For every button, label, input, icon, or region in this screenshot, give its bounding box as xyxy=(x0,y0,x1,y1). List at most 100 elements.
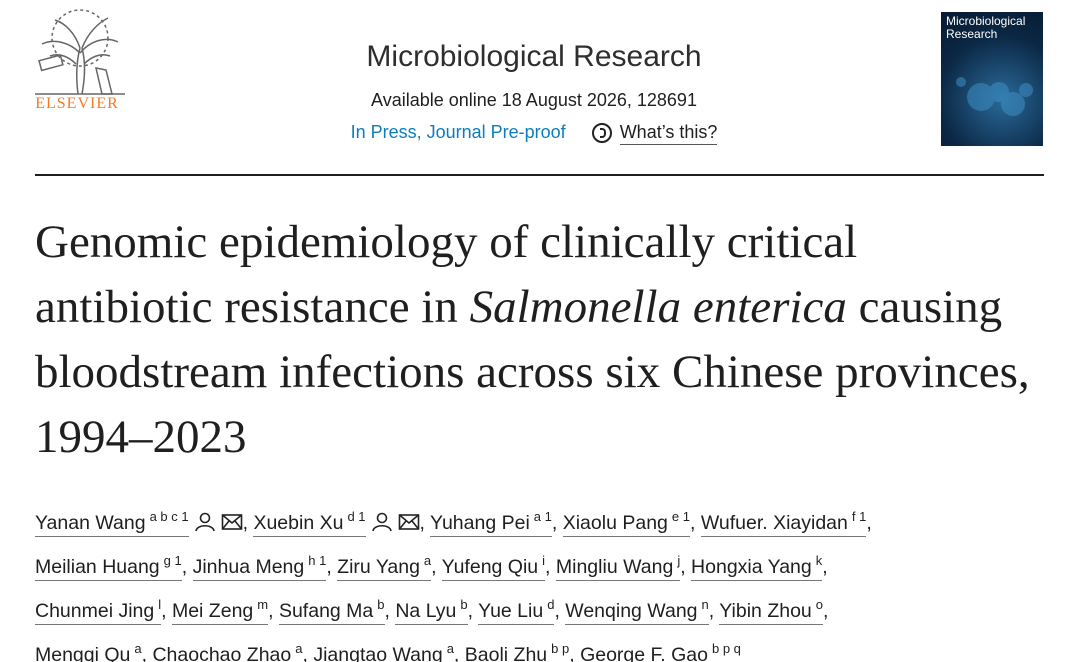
affiliation-marks: a b c 1 xyxy=(149,509,189,524)
separator: , xyxy=(242,512,249,534)
affiliation-marks: a xyxy=(295,641,303,656)
author: Chunmei Jing l, xyxy=(35,597,167,625)
author: Yue Liu d, xyxy=(478,597,560,625)
affiliation-marks: a xyxy=(446,641,454,656)
author-name[interactable]: Yanan Wang a b c 1 xyxy=(35,509,189,537)
separator: , xyxy=(551,512,558,534)
author-name[interactable]: Wufuer. Xiayidan f 1 xyxy=(700,509,867,537)
affiliation-marks: o xyxy=(815,597,824,612)
author: Hongxia Yang k, xyxy=(691,553,828,581)
mail-icon[interactable] xyxy=(221,512,243,532)
author-name[interactable]: Baoli Zhu b p xyxy=(464,641,570,662)
author-name[interactable]: Xuebin Xu d 1 xyxy=(253,509,366,537)
person-icon[interactable] xyxy=(371,512,393,532)
separator: , xyxy=(689,512,696,534)
status-link[interactable]: In Press, Journal Pre-proof xyxy=(350,122,566,142)
author-name[interactable]: Hongxia Yang k xyxy=(691,553,823,581)
separator: , xyxy=(467,600,474,622)
title-part: Genomic epidemiology of clinically criti… xyxy=(35,216,858,333)
separator: , xyxy=(708,600,715,622)
author-list: Yanan Wang a b c 1, Xuebin Xu d 1, Yuhang … xyxy=(35,498,1075,662)
help-link[interactable]: What’s this? xyxy=(619,122,718,145)
journal-title[interactable]: Microbiological Research xyxy=(366,40,702,73)
separator: , xyxy=(569,644,575,662)
separator: , xyxy=(268,600,274,622)
separator: , xyxy=(161,600,167,622)
affiliation-marks: e 1 xyxy=(671,509,690,524)
affiliation-marks: i xyxy=(542,553,546,568)
author-name[interactable]: Mengqi Qu a xyxy=(35,641,142,662)
separator: , xyxy=(453,644,460,662)
author-name[interactable]: Mingliu Wang j xyxy=(555,553,681,581)
author: Ziru Yang a, xyxy=(337,553,437,581)
author-name[interactable]: Wenqing Wang n xyxy=(565,597,709,625)
author-name[interactable]: Meilian Huang g 1 xyxy=(35,553,182,581)
separator: , xyxy=(384,600,390,622)
mail-icon[interactable] xyxy=(398,512,420,532)
affiliation-marks: m xyxy=(257,597,269,612)
cover-art xyxy=(956,77,1033,116)
status-links: In Press, Journal Pre-proof What’s this? xyxy=(234,122,834,145)
author-name[interactable]: Ziru Yang a xyxy=(337,553,432,581)
separator: , xyxy=(431,556,437,578)
title-part: causing bloodstream infections across si… xyxy=(35,281,1030,463)
author-name[interactable]: Yue Liu d xyxy=(478,597,555,625)
separator: , xyxy=(680,556,686,578)
author-name[interactable]: Jiangtao Wang a xyxy=(313,641,454,662)
author-name[interactable]: Chunmei Jing l xyxy=(35,597,162,625)
affiliation-marks: h 1 xyxy=(308,553,327,568)
author: Mengqi Qu a, xyxy=(35,641,148,662)
affiliation-marks: b p q xyxy=(711,641,741,656)
separator: , xyxy=(141,644,148,662)
separator: , xyxy=(181,556,188,578)
author-name[interactable]: Jinhua Meng h 1 xyxy=(192,553,327,581)
author: Jiangtao Wang a, xyxy=(313,641,460,662)
author-name[interactable]: Yuhang Pei a 1 xyxy=(430,509,552,537)
author: Chaochao Zhao a, xyxy=(152,641,308,662)
elsevier-logo: ELSEVIER xyxy=(35,9,125,112)
separator: , xyxy=(419,512,425,534)
affiliation-marks: b xyxy=(460,597,468,612)
affiliation-marks: f 1 xyxy=(851,509,867,524)
affiliation-marks: a xyxy=(134,641,142,656)
author: Yibin Zhou o, xyxy=(719,597,829,625)
separator: , xyxy=(823,600,829,622)
author-name[interactable]: George F. Gao b p q xyxy=(580,641,741,662)
affiliation-marks: b xyxy=(377,597,385,612)
affiliation-marks: b p xyxy=(551,641,570,656)
author-name[interactable]: Yibin Zhou o xyxy=(719,597,824,625)
author: Meilian Huang g 1, xyxy=(35,553,188,581)
affiliation-marks: k xyxy=(815,553,823,568)
separator: , xyxy=(866,512,872,534)
author: George F. Gao b p q xyxy=(580,641,741,662)
affiliation-marks: n xyxy=(701,597,709,612)
author-name[interactable]: Sufang Ma b xyxy=(278,597,385,625)
author: Yanan Wang a b c 1, xyxy=(35,509,249,537)
author: Xuebin Xu d 1, xyxy=(253,509,425,537)
person-icon[interactable] xyxy=(194,512,216,532)
separator: , xyxy=(326,556,332,578)
author-name[interactable]: Yufeng Qiu i xyxy=(441,553,546,581)
separator: , xyxy=(822,556,828,578)
author-name[interactable]: Xiaolu Pang e 1 xyxy=(562,509,690,537)
author: Yuhang Pei a 1, xyxy=(430,509,558,537)
affiliation-marks: d 1 xyxy=(347,509,366,524)
help-icon[interactable] xyxy=(591,123,612,143)
author: Xiaolu Pang e 1, xyxy=(562,509,696,537)
author: Jinhua Meng h 1, xyxy=(192,553,332,581)
article-title: Genomic epidemiology of clinically criti… xyxy=(35,210,1035,470)
separator: , xyxy=(554,600,560,622)
author: Baoli Zhu b p, xyxy=(464,641,575,662)
affiliation-marks: d xyxy=(547,597,555,612)
journal-cover[interactable]: Microbiological Research xyxy=(941,12,1043,146)
author: Mei Zeng m, xyxy=(171,597,274,625)
author-name[interactable]: Na Lyu b xyxy=(395,597,468,625)
author: Wenqing Wang n, xyxy=(565,597,715,625)
author-name[interactable]: Mei Zeng m xyxy=(171,597,269,625)
author: Sufang Ma b, xyxy=(278,597,390,625)
title-part: Salmonella enterica xyxy=(469,281,847,333)
author-name[interactable]: Chaochao Zhao a xyxy=(152,641,303,662)
author: Yufeng Qiu i, xyxy=(441,553,550,581)
